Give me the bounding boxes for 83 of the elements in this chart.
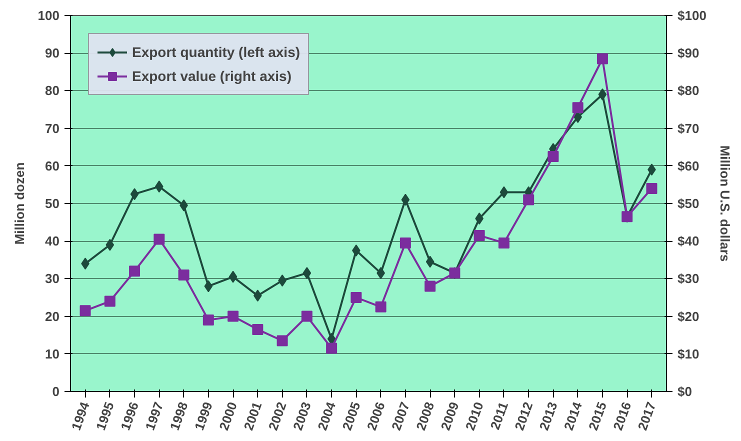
point <box>572 102 584 114</box>
point <box>375 301 386 312</box>
y2-axis-title: Million U.S. dollars <box>717 145 732 262</box>
x-tick-label: 2012 <box>512 400 536 432</box>
point <box>401 194 410 206</box>
y2-tick-label: $20 <box>678 308 700 324</box>
y-axis-title: Million dozen <box>12 162 27 245</box>
x-tick-label: 2007 <box>388 400 412 432</box>
x-tick-label: 2006 <box>364 400 388 432</box>
point <box>252 324 264 335</box>
x-tick-label: 2003 <box>290 400 314 432</box>
y-tick-label: 30 <box>45 271 60 286</box>
x-tick-label: 2004 <box>314 399 339 432</box>
y2-tick-label: $0 <box>678 384 692 399</box>
point <box>204 280 213 292</box>
point <box>154 180 164 193</box>
y-tick-label: 100 <box>38 8 60 23</box>
y-tick-label: 50 <box>45 196 60 211</box>
x-tick-label: 2015 <box>586 400 610 432</box>
y2-tick-label: $40 <box>678 234 700 249</box>
point <box>154 234 165 245</box>
y2-tick-label: $70 <box>678 120 700 136</box>
x-tick-label: 1999 <box>191 400 216 432</box>
x-tick-label: 2013 <box>536 400 560 432</box>
y-tick-label: 20 <box>45 308 60 324</box>
point <box>424 280 436 292</box>
point <box>106 238 114 251</box>
y-tick-label: 60 <box>45 158 60 174</box>
point <box>129 266 140 277</box>
x-tick-label: 2005 <box>339 400 364 432</box>
point <box>426 256 434 268</box>
point <box>178 269 190 280</box>
y-tick-label: 90 <box>45 46 60 61</box>
x-tick-label: 2017 <box>634 400 659 432</box>
x-tick-label: 1998 <box>166 400 191 432</box>
point <box>104 296 116 307</box>
point <box>326 342 338 354</box>
point <box>523 194 534 206</box>
point <box>596 53 608 64</box>
point <box>228 270 238 283</box>
point <box>350 292 362 303</box>
y2-tick-label: $60 <box>678 158 700 174</box>
y2-tick-label: $80 <box>678 83 700 98</box>
x-tick-label: 2000 <box>216 400 240 432</box>
x-tick-label: 2002 <box>265 400 290 432</box>
legend-label: Export value (right axis) <box>132 68 292 84</box>
y-tick-label: 0 <box>52 384 60 399</box>
x-tick-label: 1997 <box>142 400 166 432</box>
point <box>498 237 510 248</box>
y-tick-label: 10 <box>45 346 60 362</box>
y2-tick-label: $90 <box>678 46 700 61</box>
point <box>130 188 139 200</box>
point <box>598 88 607 100</box>
point <box>548 151 559 162</box>
point <box>302 267 312 280</box>
point <box>400 237 411 248</box>
x-tick-label: 2010 <box>462 400 486 432</box>
x-tick-label: 2008 <box>413 400 438 432</box>
x-tick-label: 1995 <box>92 400 117 432</box>
x-tick-label: 2009 <box>438 400 462 432</box>
x-tick-label: 2001 <box>240 400 265 432</box>
y2-tick-label: $100 <box>678 8 706 23</box>
point <box>352 244 360 256</box>
y-tick-label: 70 <box>45 120 60 136</box>
point <box>80 305 91 316</box>
point <box>646 182 658 194</box>
y-tick-label: 80 <box>45 83 60 98</box>
point <box>276 335 288 346</box>
point <box>228 310 239 322</box>
y2-tick-label: $10 <box>678 346 700 362</box>
x-tick-label: 2016 <box>610 400 634 432</box>
point <box>301 310 312 322</box>
y2-tick-label: $30 <box>678 271 700 286</box>
x-tick-label: 2011 <box>487 400 511 432</box>
x-tick-label: 2014 <box>560 399 586 432</box>
point <box>202 314 214 326</box>
point <box>474 230 485 241</box>
y-tick-label: 40 <box>45 234 60 249</box>
legend-label: Export quantity (left axis) <box>132 44 300 60</box>
x-tick-label: 1996 <box>118 400 142 432</box>
point <box>500 186 508 198</box>
y2-tick-label: $50 <box>678 196 700 211</box>
x-tick-label: 1994 <box>68 399 93 432</box>
